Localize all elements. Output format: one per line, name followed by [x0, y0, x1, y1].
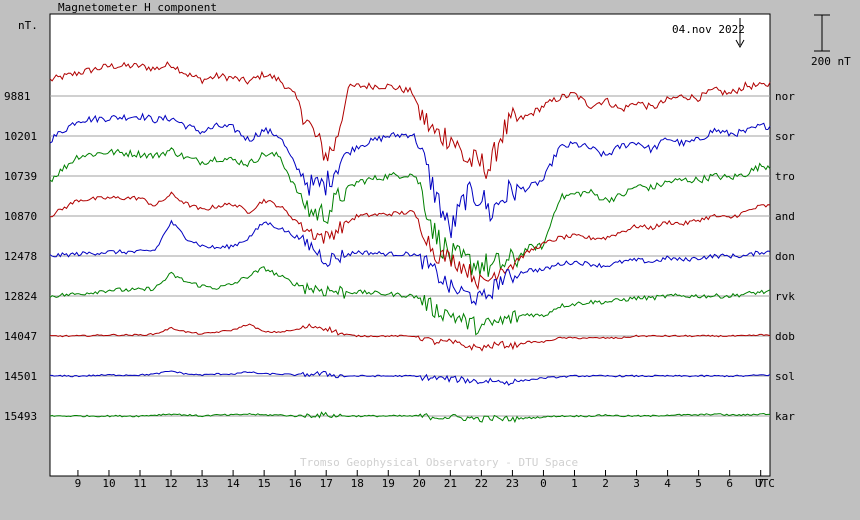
x-tick-label-4: 4 — [664, 477, 671, 490]
x-tick-label-16: 16 — [289, 477, 302, 490]
scale-bar-label: 200 nT — [811, 55, 851, 68]
series-line-nor — [49, 61, 771, 179]
x-tick-label-2: 2 — [602, 477, 609, 490]
x-tick-label-11: 11 — [133, 477, 146, 490]
plot-area — [49, 13, 771, 477]
station-label-and: and — [775, 210, 795, 223]
x-tick-label-18: 18 — [351, 477, 364, 490]
x-tick-label-3: 3 — [633, 477, 640, 490]
x-tick-label-17: 17 — [320, 477, 333, 490]
x-tick-label-20: 20 — [413, 477, 426, 490]
x-tick-label-10: 10 — [102, 477, 115, 490]
y-axis-unit-label: nT. — [18, 19, 38, 32]
x-tick-label-7: 7 — [757, 477, 764, 490]
x-tick-label-21: 21 — [444, 477, 457, 490]
scale-bar — [814, 14, 830, 52]
baseline-labels: 9881 10201 10739 10870 12478 12824 14047 14501 1… — [4, 90, 37, 423]
x-tick-label-5: 5 — [695, 477, 702, 490]
x-tick-label-9: 9 — [75, 477, 82, 490]
series-line-dob — [50, 323, 771, 352]
baseline-label-rvk: 12824 — [4, 290, 37, 303]
series-line-don — [49, 219, 771, 306]
series-lines — [49, 61, 771, 424]
station-label-tro: tro — [775, 170, 795, 183]
series-line-rvk — [49, 266, 771, 336]
x-tick-label-14: 14 — [226, 477, 240, 490]
x-tick-label-13: 13 — [195, 477, 208, 490]
baseline-label-tro: 10739 — [4, 170, 37, 183]
x-tick-label-1: 1 — [571, 477, 578, 490]
baseline-label-sor: 10201 — [4, 130, 37, 143]
station-labels: nor sor tro and don rvk dob sol kar — [775, 90, 795, 423]
station-label-sor: sor — [775, 130, 795, 143]
station-label-sol: sol — [775, 370, 795, 383]
baseline-label-don: 12478 — [4, 250, 37, 263]
series-line-kar — [49, 411, 770, 424]
baseline-label-dob: 14047 — [4, 330, 37, 343]
x-tick-label-15: 15 — [258, 477, 271, 490]
x-tick-label-19: 19 — [382, 477, 395, 490]
series-line-and — [49, 191, 771, 291]
baseline-label-kar: 15493 — [4, 410, 37, 423]
station-label-dob: dob — [775, 330, 795, 343]
x-tick-label-23: 23 — [506, 477, 519, 490]
station-label-don: don — [775, 250, 795, 263]
station-label-rvk: rvk — [775, 290, 795, 303]
date-label: 04.nov 2022 — [672, 23, 745, 36]
credit-text: Tromso Geophysical Observatory - DTU Spa… — [300, 456, 578, 469]
chart-title: Magnetometer H component — [58, 1, 217, 14]
x-axis-ticks: 9 10 11 12 13 14 15 16 17 18 19 20 21 22 23 0 1 2 3 4 5 6 7 — [75, 470, 764, 490]
series-line-sol — [50, 370, 771, 386]
station-label-kar: kar — [775, 410, 795, 423]
station-label-nor: nor — [775, 90, 795, 103]
x-tick-label-22: 22 — [475, 477, 488, 490]
x-axis-label: UTC — [755, 477, 775, 490]
baseline-label-nor: 9881 — [4, 90, 31, 103]
series-line-sor — [49, 112, 771, 239]
x-tick-label-0: 0 — [540, 477, 547, 490]
date-marker-arrowhead — [735, 39, 745, 49]
series-line-tro — [49, 147, 771, 277]
x-tick-label-12: 12 — [164, 477, 177, 490]
baseline-label-sol: 14501 — [4, 370, 37, 383]
baseline-label-and: 10870 — [4, 210, 37, 223]
x-tick-label-6: 6 — [726, 477, 733, 490]
